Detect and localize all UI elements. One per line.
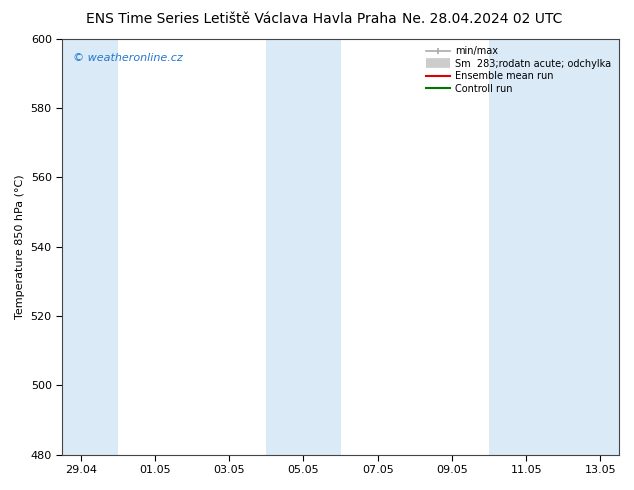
- Bar: [304, 39, 340, 455]
- Bar: [489, 39, 545, 455]
- Legend: min/max, Sm  283;rodatn acute; odchylka, Ensemble mean run, Controll run: min/max, Sm 283;rodatn acute; odchylka, …: [423, 44, 614, 97]
- Bar: [545, 39, 619, 455]
- Text: Ne. 28.04.2024 02 UTC: Ne. 28.04.2024 02 UTC: [402, 12, 562, 26]
- Bar: [62, 39, 118, 455]
- Text: © weatheronline.cz: © weatheronline.cz: [74, 53, 183, 63]
- Bar: [266, 39, 304, 455]
- Y-axis label: Temperature 850 hPa (°C): Temperature 850 hPa (°C): [15, 174, 25, 319]
- Text: ENS Time Series Letiště Václava Havla Praha: ENS Time Series Letiště Václava Havla Pr…: [86, 12, 396, 26]
